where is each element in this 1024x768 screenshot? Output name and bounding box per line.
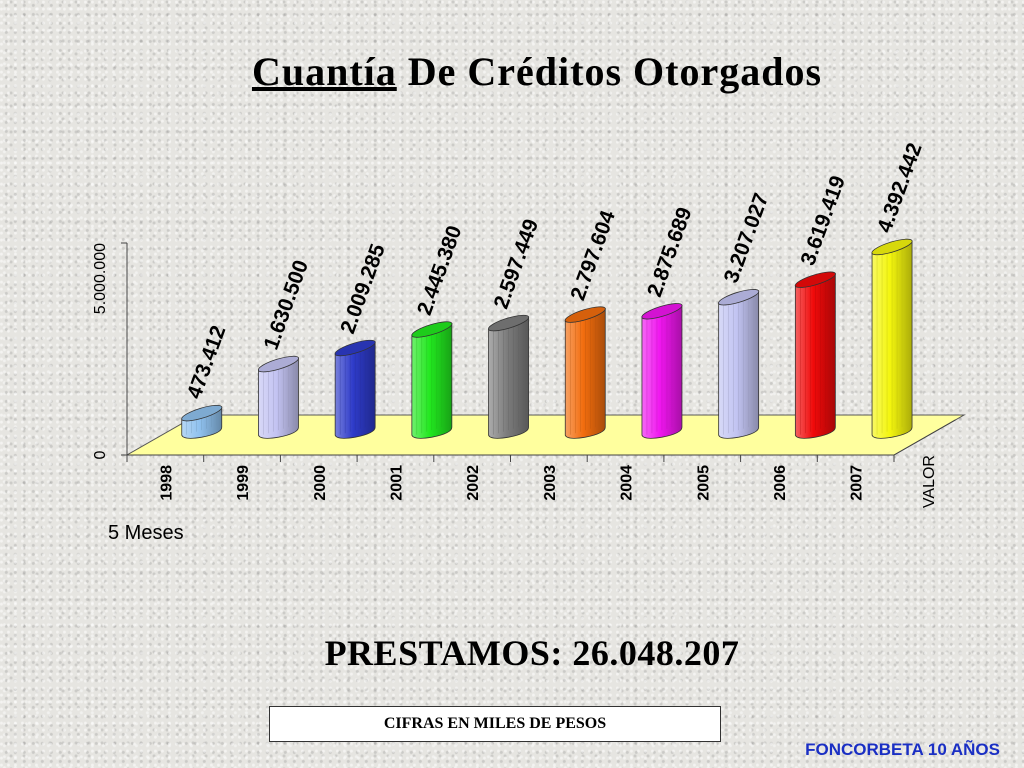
total-prestamos: PRESTAMOS: 26.048.207	[324, 633, 740, 673]
units-box: CIFRAS EN MILES DE PESOS	[269, 706, 721, 742]
bar-top-cap	[334, 339, 376, 357]
data-label-2002: 2.597.449	[490, 216, 544, 312]
data-label-2007: 4.392.442	[873, 140, 927, 236]
x-tick-label-1999: 1999	[235, 465, 252, 501]
bar-2007	[871, 238, 913, 439]
bar-top-cap	[488, 314, 530, 332]
bar-chart: 0 5.000.000 473.412 1998 1.630.500 1999 2.009.…	[92, 140, 966, 508]
bar-top-cap	[871, 238, 913, 256]
bar-top-cap	[718, 289, 760, 306]
footer-brand: FONCORBETA 10 AÑOS	[805, 740, 1000, 759]
bar-top-cap	[411, 321, 453, 338]
data-label-2005: 3.207.027	[720, 190, 774, 286]
data-label-2006: 3.619.419	[796, 173, 850, 269]
chart-title-rest: De Créditos Otorgados	[396, 49, 823, 94]
x-tick-label-2000: 2000	[312, 465, 329, 501]
x-tick-label-1998: 1998	[158, 465, 175, 501]
bar-1998	[181, 404, 223, 439]
bar-2002	[488, 314, 530, 439]
chart-title-underlined: Cuantía	[251, 49, 397, 94]
depth-series-label: VALOR	[921, 455, 938, 508]
depth-axis-line	[893, 419, 956, 456]
bar-top-cap	[564, 306, 606, 323]
x-tick-label-2004: 2004	[619, 465, 636, 501]
data-label-2004: 2.875.689	[643, 204, 697, 300]
data-label-2000: 2.009.285	[336, 241, 390, 337]
bar-top-cap	[181, 404, 223, 422]
x-tick-label-2003: 2003	[542, 465, 559, 501]
x-tick-label-2007: 2007	[849, 465, 866, 501]
bar-top-cap	[794, 271, 836, 288]
y-tick-label: 0	[92, 450, 109, 459]
bar-2004	[641, 303, 683, 439]
x-tick-label-2005: 2005	[695, 465, 712, 501]
bar-2001	[411, 321, 453, 439]
data-label-2001: 2.445.380	[413, 223, 467, 319]
y-tick-label: 5.000.000	[92, 243, 109, 314]
bar-2003	[564, 306, 606, 439]
bar-1999	[257, 355, 299, 439]
note-5-meses: 5 Meses	[108, 522, 184, 544]
chart-floor	[125, 414, 966, 456]
bar-top-cap	[257, 355, 299, 373]
chart-title: Cuantía De Créditos Otorgados	[0, 48, 1024, 95]
bar-top-cap	[641, 303, 683, 320]
data-label-1999: 1.630.500	[260, 257, 314, 353]
bar-2000	[334, 339, 376, 439]
x-tick-label-2001: 2001	[388, 465, 405, 501]
x-tick-label-2006: 2006	[772, 465, 789, 501]
bar-2006	[794, 271, 836, 439]
x-tick-label-2002: 2002	[465, 465, 482, 501]
data-label-2003: 2.797.604	[566, 207, 620, 303]
data-label-1998: 473.412	[183, 323, 231, 402]
bar-2005	[718, 289, 760, 439]
